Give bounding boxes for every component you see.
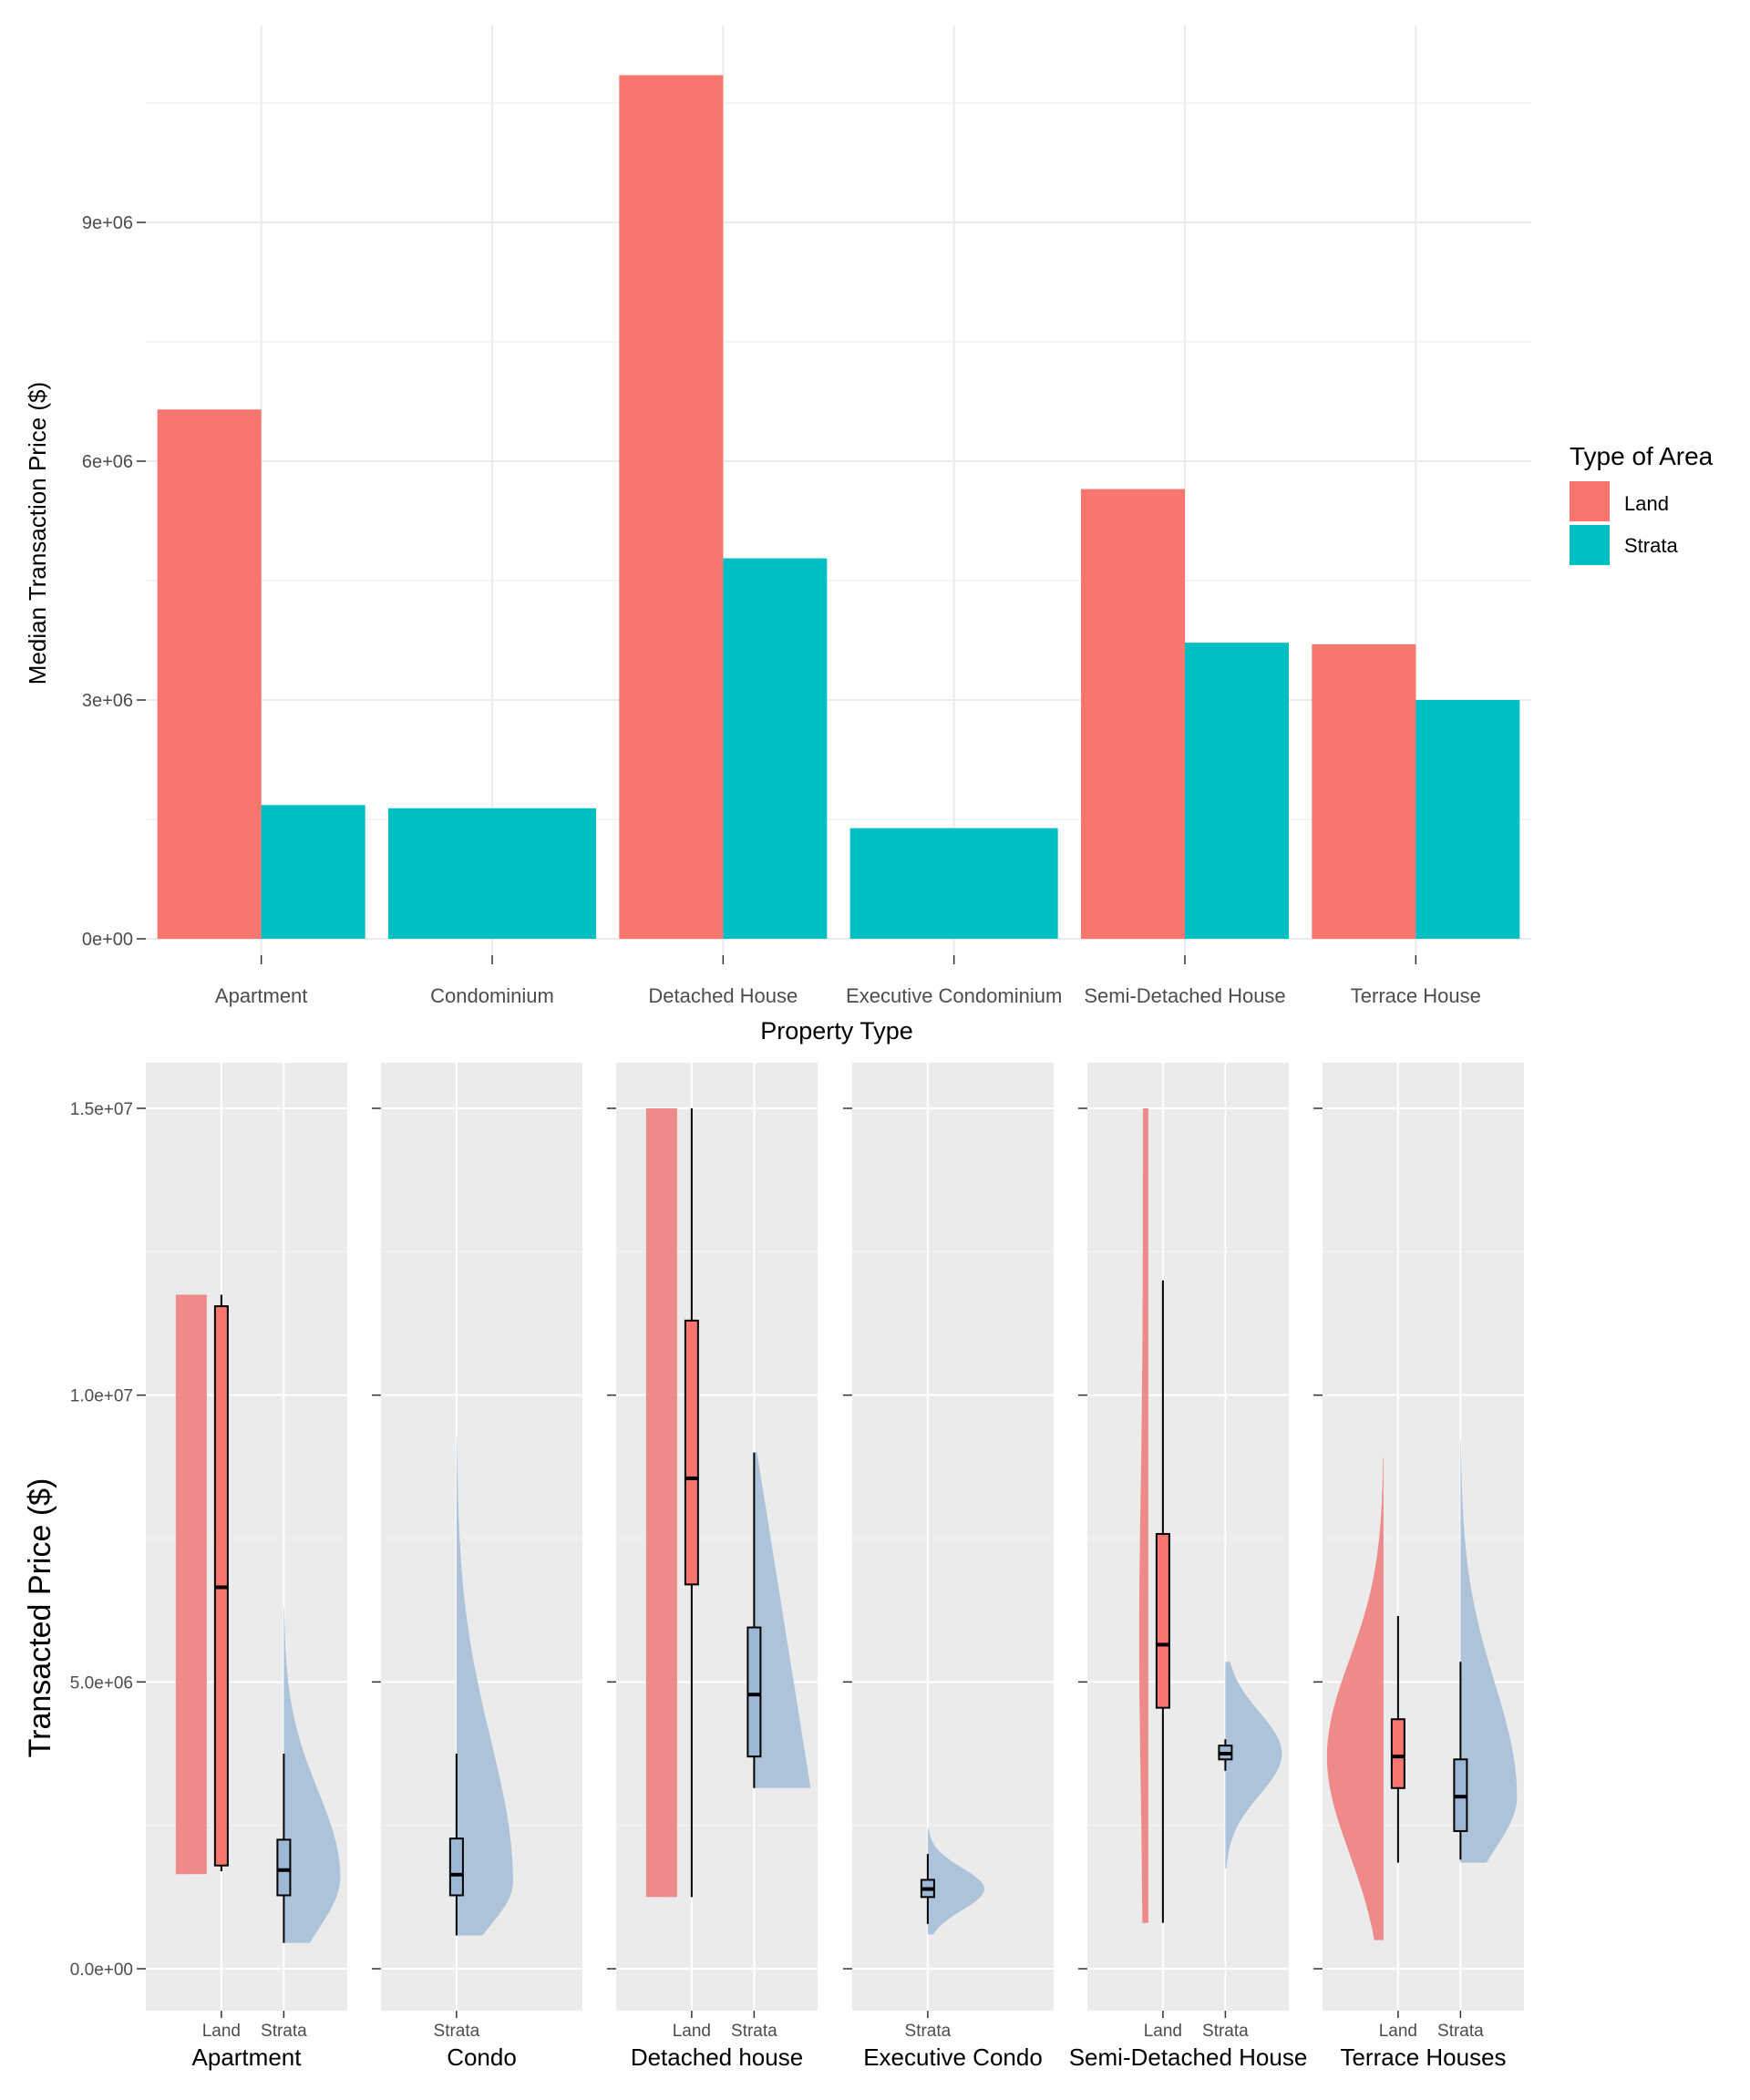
- bar-strata-condominium: [388, 808, 596, 939]
- facet-x-tick-label: Land: [1379, 2022, 1417, 2041]
- facet-semi-detached-house: Land Strata Semi-Detached House: [1069, 1063, 1308, 2071]
- facet-executive-condo: Strata Executive Condo: [843, 1063, 1054, 2071]
- legend-land-swatch: [1570, 481, 1610, 521]
- bar-strata-apartment: [261, 805, 365, 939]
- median-price-bar-chart: 0e+00 3e+06 6e+06 9e+06 Apartment Condominiu…: [24, 26, 1714, 1045]
- bar-chart-x-ticks: Apartment Condominium Detached House Execut…: [215, 955, 1481, 1007]
- violin-chart-y-axis-label: Transacted Price ($): [23, 1478, 57, 1758]
- bar-chart-x-axis-label: Property Type: [760, 1017, 913, 1045]
- facet-terrace-houses: Land Strata Terrace Houses: [1313, 1063, 1524, 2071]
- bar-chart-y-ticks: 0e+00 3e+06 6e+06 9e+06: [82, 213, 146, 950]
- box-land: [1155, 1532, 1170, 1709]
- violin-land: [175, 1294, 207, 1875]
- bar-chart-x-tick-label: Terrace House: [1351, 984, 1481, 1007]
- bar-chart-y-tick-label: 9e+06: [82, 213, 133, 233]
- facet-x-tick-label: Land: [1144, 2022, 1182, 2041]
- bar-land-detached-house: [619, 75, 724, 939]
- facet-x-tick-label: Land: [673, 2022, 711, 2041]
- box-strata: [276, 1838, 292, 1897]
- bar-chart-x-tick-label: Detached House: [648, 984, 798, 1007]
- facet-detached-house: Land Strata Detached house: [607, 1063, 818, 2071]
- bar-chart-x-tick-label: Condominium: [430, 984, 554, 1007]
- legend-strata-label: Strata: [1624, 534, 1678, 557]
- box-land: [684, 1319, 699, 1586]
- facet-x-tick-label: Strata: [261, 2022, 307, 2041]
- bar-chart-x-tick-label: Executive Condominium: [846, 984, 1062, 1007]
- facet-x-tick-label: Strata: [434, 2022, 480, 2041]
- facet-panel-background: [852, 1063, 1054, 2011]
- facet-label: Terrace Houses: [1340, 2043, 1506, 2071]
- box-land: [1390, 1718, 1405, 1789]
- facet-label: Detached house: [631, 2043, 803, 2071]
- box-strata: [448, 1838, 464, 1897]
- violin-land: [1326, 1457, 1384, 1940]
- violin-strata: [754, 1452, 811, 1788]
- transacted-price-violin-chart: Land Strata Apartment Strata Condo Land Strata…: [23, 1063, 1524, 2071]
- violin-strata: [1460, 1441, 1518, 1863]
- facet-label: Apartment: [192, 2043, 303, 2071]
- facet-x-tick-label: Land: [202, 2022, 241, 2041]
- bar-chart-x-tick-label: Apartment: [215, 984, 308, 1007]
- bar-chart-legend: Type of Area Land Strata: [1570, 442, 1714, 565]
- violin-strata: [927, 1827, 984, 1935]
- facet-x-tick-label: Strata: [1437, 2022, 1484, 2041]
- violin-chart-y-ticks: 0.0e+00 5.0e+06 1.0e+07 1.5e+07: [70, 1100, 146, 1980]
- violin-land: [1138, 1108, 1148, 1923]
- facet-condo: Strata Condo: [372, 1063, 582, 2071]
- legend-land-label: Land: [1624, 492, 1669, 515]
- violin-chart-y-tick-label: 1.0e+07: [70, 1387, 133, 1406]
- facet-x-tick-label: Strata: [731, 2022, 777, 2041]
- bar-chart-y-tick-label: 0e+00: [82, 930, 133, 950]
- bar-chart-bars: [157, 75, 1520, 939]
- bar-land-apartment: [157, 409, 262, 939]
- bar-chart-y-axis-label: Median Transaction Price ($): [24, 382, 51, 685]
- bar-strata-executive-condominium: [849, 828, 1058, 939]
- violin-land: [645, 1108, 677, 1898]
- bar-strata-terrace-house: [1415, 700, 1520, 939]
- violin-strata: [283, 1607, 341, 1943]
- facet-label: Executive Condo: [863, 2043, 1043, 2071]
- facet-label: Condo: [447, 2043, 517, 2071]
- violin-chart-y-tick-label: 1.5e+07: [70, 1100, 133, 1119]
- violin-chart-y-tick-label: 0.0e+00: [70, 1961, 133, 1980]
- facet-panels: Land Strata Apartment Strata Condo Land Strata…: [146, 1063, 1524, 2071]
- facet-x-tick-label: Strata: [905, 2022, 952, 2041]
- facet-label: Semi-Detached House: [1069, 2043, 1308, 2071]
- facet-apartment: Land Strata Apartment: [146, 1063, 347, 2071]
- facet-panel-background: [1323, 1063, 1524, 2011]
- bar-land-semi-detached-house: [1081, 489, 1185, 939]
- bar-chart-y-tick-label: 6e+06: [82, 452, 133, 472]
- violin-strata: [1225, 1662, 1282, 1868]
- facet-x-tick-label: Strata: [1202, 2022, 1249, 2041]
- violin-chart-y-tick-label: 5.0e+06: [70, 1673, 133, 1693]
- bar-strata-detached-house: [723, 558, 828, 939]
- bar-land-terrace-house: [1312, 643, 1416, 939]
- violin-strata: [456, 1435, 513, 1936]
- facet-panel-background: [1087, 1063, 1289, 2011]
- box-strata: [746, 1626, 762, 1758]
- bar-chart-y-tick-label: 3e+06: [82, 691, 133, 711]
- bar-chart-x-tick-label: Semi-Detached House: [1084, 984, 1285, 1007]
- legend-strata-swatch: [1570, 525, 1610, 565]
- bar-strata-semi-detached-house: [1185, 643, 1289, 939]
- legend-title: Type of Area: [1570, 442, 1714, 470]
